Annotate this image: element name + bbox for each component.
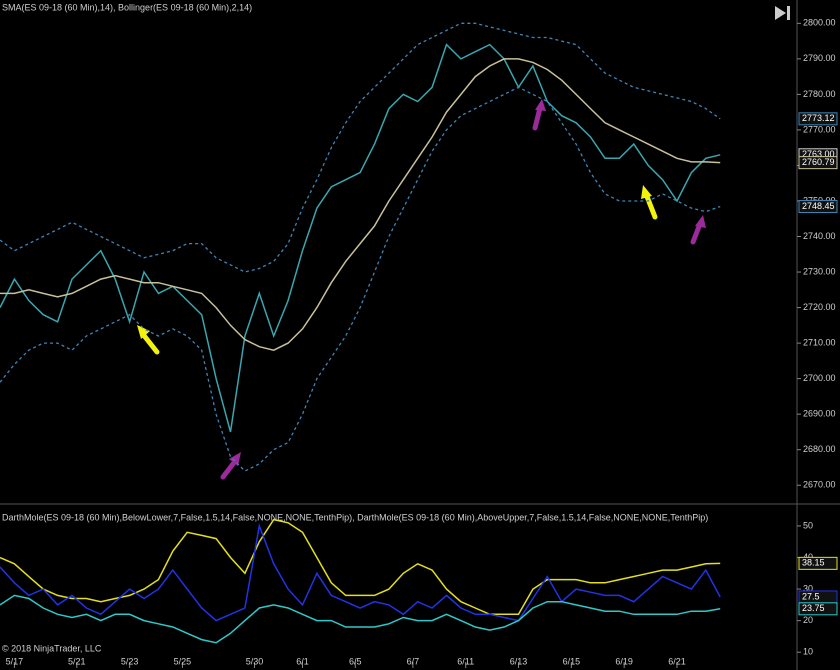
panel-title: SMA(ES 09-18 (60 Min),14), Bollinger(ES … [2,2,252,12]
price-marker [798,112,838,126]
arrow-head [535,99,546,111]
y-tick-label: 2740.00 [803,231,836,241]
x-tick-label: 5/23 [121,656,139,666]
x-tick-label: 6/19 [615,656,633,666]
arrow [139,330,160,355]
x-tick-label: 6/13 [510,656,528,666]
price-marker-label: 2748.45 [802,201,835,211]
y-tick-label: 2770.00 [803,124,836,134]
x-tick-label: 6/1 [296,656,309,666]
y-tick-label: 2710.00 [803,337,836,347]
arrow [643,191,658,220]
y-tick-label: 2720.00 [803,302,836,312]
price-marker [798,556,838,570]
arrow-head [641,185,652,199]
x-tick-label: 6/7 [407,656,420,666]
price-marker [798,199,838,213]
annotation-arrows [137,99,706,480]
series-line [0,594,721,644]
y-tick-label: 2800.00 [803,18,836,28]
x-tick-label: 6/21 [668,656,686,666]
series-line [0,43,721,433]
arrow [532,105,543,131]
y-tick-label: 2700.00 [803,373,836,383]
x-tick-label: 5/30 [246,656,264,666]
series-line [0,22,721,273]
price-marker-label: 23.75 [802,603,825,613]
price-marker-label: 2773.12 [802,113,835,123]
x-tick-label: 6/5 [349,656,362,666]
x-tick-label: 5/21 [68,656,86,666]
y-tick-label: 2690.00 [803,409,836,419]
x-tick-label: 6/11 [457,656,474,666]
y-tick-label: 2780.00 [803,89,836,99]
x-tick-label: 5/25 [174,656,192,666]
price-marker-label: 2760.79 [802,157,835,167]
y-tick-label: 20 [803,615,813,625]
play-icon[interactable] [775,6,790,20]
y-tick-label: 2680.00 [803,444,836,454]
series-line [0,58,721,351]
panel-title: DarthMole(ES 09-18 (60 Min),BelowLower,7… [2,512,708,522]
arrow [690,221,703,245]
price-marker-label: 38.15 [802,558,825,568]
price-marker-label: 27.5 [802,591,820,601]
copyright: © 2018 NinjaTrader, LLC [2,643,102,653]
x-tick-label: 5/17 [6,656,24,666]
y-tick-label: 2790.00 [803,53,836,63]
y-tick-label: 10 [803,647,813,657]
series-line [0,523,721,622]
price-marker [798,156,838,170]
y-tick-label: 2670.00 [803,480,836,490]
series-line [0,86,721,472]
arrow [220,457,239,480]
price-marker [798,602,838,616]
arrow-head [695,215,706,228]
x-tick-label: 6/15 [563,656,581,666]
arrow-head [137,325,150,339]
price-marker-label: 2763.00 [802,149,835,159]
y-tick-label: 50 [803,520,813,530]
y-tick-label: 30 [803,583,813,593]
arrow-head [229,452,241,466]
y-tick-label: 2730.00 [803,266,836,276]
